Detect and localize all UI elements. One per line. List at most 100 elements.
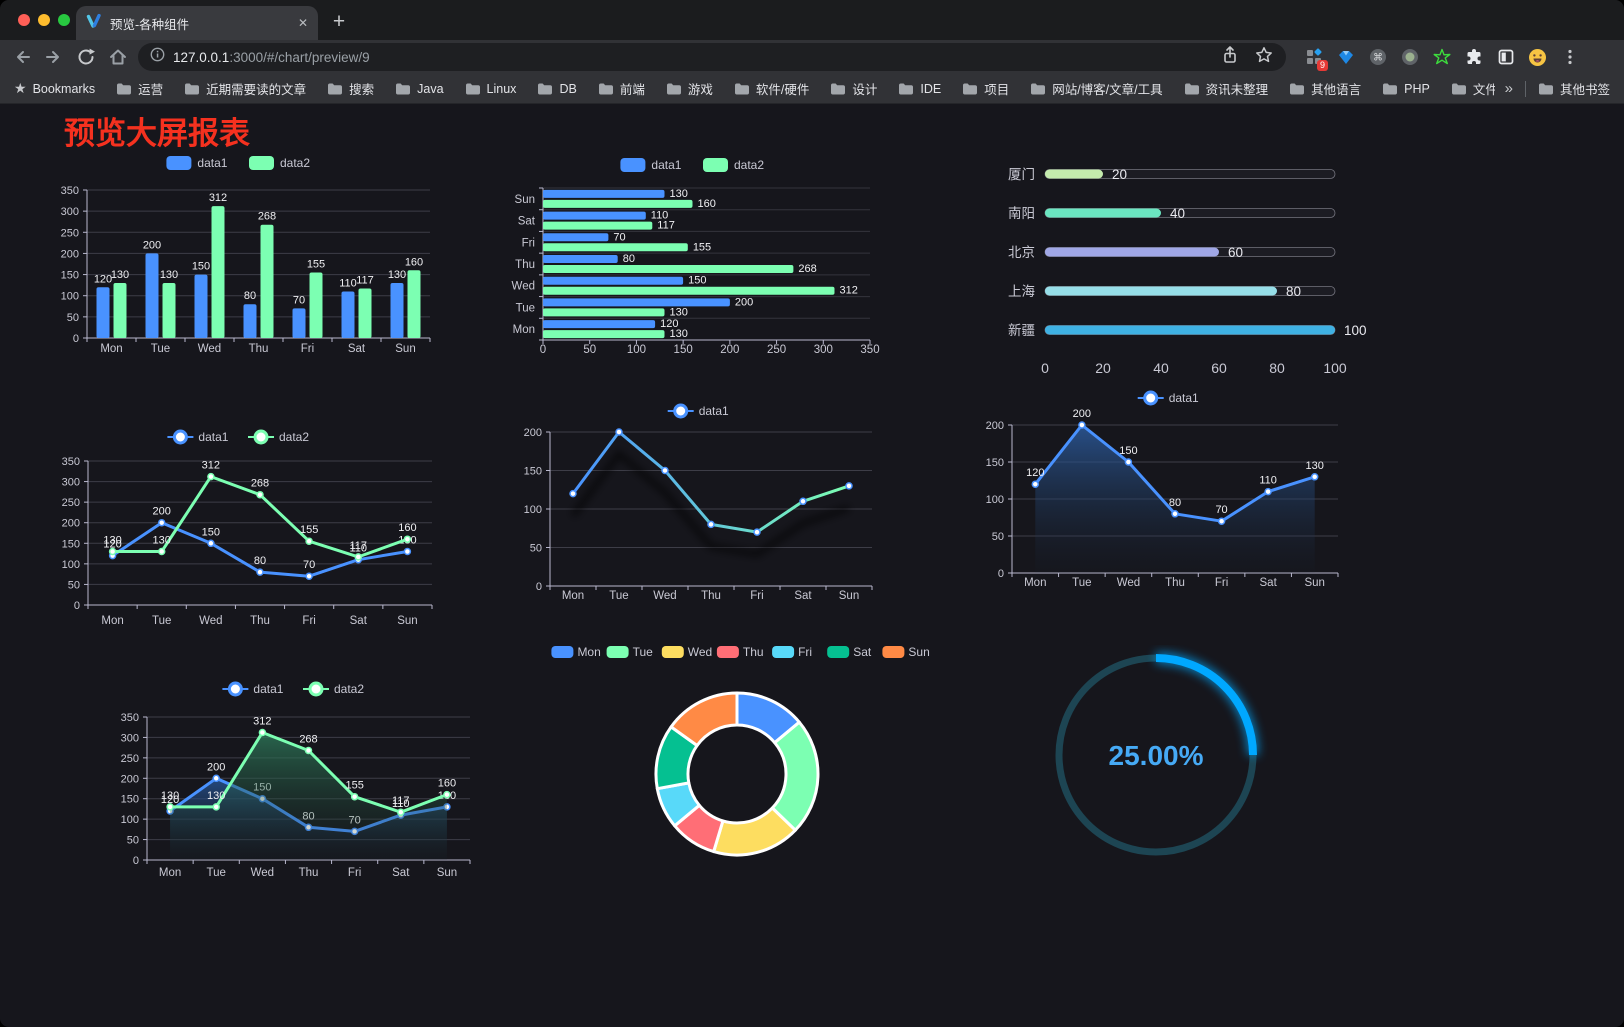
svg-text:60: 60 bbox=[1228, 245, 1243, 260]
gauge-chart[interactable]: 25.00% bbox=[1040, 645, 1280, 880]
svg-text:Tue: Tue bbox=[1072, 577, 1091, 589]
bookmark-folder[interactable]: Linux bbox=[465, 82, 516, 96]
svg-text:data1: data1 bbox=[197, 156, 227, 170]
bookmarks-star-item[interactable]: ★ Bookmarks bbox=[14, 80, 95, 97]
browser-tab[interactable]: 预览-各种组件 ✕ bbox=[76, 6, 318, 40]
bookmark-folder[interactable]: 前端 bbox=[598, 79, 645, 98]
svg-text:250: 250 bbox=[61, 227, 79, 239]
folder-icon bbox=[666, 83, 681, 94]
emoji-extension-icon[interactable] bbox=[1528, 48, 1547, 67]
bookmark-folder[interactable]: 项目 bbox=[962, 79, 1009, 98]
svg-text:0: 0 bbox=[536, 581, 542, 593]
svg-text:80: 80 bbox=[1286, 284, 1301, 299]
svg-text:130: 130 bbox=[1306, 460, 1324, 472]
svg-text:110: 110 bbox=[651, 210, 669, 222]
bookmark-folder[interactable]: 文件服务器 bbox=[1451, 79, 1495, 98]
site-info-icon[interactable] bbox=[150, 47, 165, 67]
svg-text:100: 100 bbox=[121, 814, 139, 826]
url-path: :3000/#/chart/preview/9 bbox=[229, 49, 370, 65]
extension-command-icon[interactable]: ⌘ bbox=[1368, 48, 1387, 67]
svg-text:70: 70 bbox=[293, 294, 305, 306]
folder-icon bbox=[328, 83, 343, 94]
folder-icon bbox=[396, 83, 411, 94]
bookmarks-overflow-chevron[interactable]: » bbox=[1504, 80, 1513, 97]
bookmark-folder[interactable]: 网站/博客/文章/工具 bbox=[1030, 79, 1163, 98]
bookmark-folder[interactable]: DB bbox=[537, 82, 577, 96]
back-button[interactable] bbox=[6, 43, 38, 71]
menu-icon[interactable] bbox=[1560, 48, 1579, 67]
svg-text:Sat: Sat bbox=[518, 216, 536, 228]
bookmark-folder[interactable]: Java bbox=[395, 82, 444, 96]
donut-chart[interactable]: Mon Tue Wed Thu Fri Sat Sun bbox=[545, 636, 935, 886]
svg-text:data1: data1 bbox=[651, 158, 681, 172]
svg-text:350: 350 bbox=[62, 456, 80, 468]
extensions-puzzle-icon[interactable] bbox=[1464, 48, 1483, 67]
svg-text:155: 155 bbox=[307, 258, 325, 270]
fullscreen-window-button[interactable] bbox=[58, 14, 70, 26]
svg-text:150: 150 bbox=[192, 261, 210, 273]
svg-text:0: 0 bbox=[1041, 360, 1049, 376]
home-button[interactable] bbox=[102, 43, 134, 71]
folder-icon bbox=[1538, 83, 1553, 94]
bookmark-folder[interactable]: 其他语言 bbox=[1289, 79, 1361, 98]
svg-text:120: 120 bbox=[660, 318, 678, 330]
svg-text:Fri: Fri bbox=[301, 343, 314, 355]
bookmark-label: 资讯未整理 bbox=[1205, 83, 1269, 97]
svg-text:Fri: Fri bbox=[1215, 577, 1228, 589]
svg-text:150: 150 bbox=[986, 457, 1004, 469]
url-bar[interactable]: 127.0.0.1 :3000/#/chart/preview/9 bbox=[138, 43, 1286, 71]
close-window-button[interactable] bbox=[18, 14, 30, 26]
svg-text:Mon: Mon bbox=[159, 867, 181, 879]
extension-recorder-icon[interactable] bbox=[1400, 48, 1419, 67]
forward-button[interactable] bbox=[38, 43, 70, 71]
new-tab-button[interactable]: + bbox=[332, 10, 346, 33]
tab-close-icon[interactable]: ✕ bbox=[297, 16, 308, 30]
bookmark-folder[interactable]: IDE bbox=[898, 82, 941, 96]
reload-button[interactable] bbox=[70, 43, 102, 71]
svg-text:20: 20 bbox=[1112, 167, 1127, 182]
svg-text:120: 120 bbox=[103, 539, 121, 551]
two-series-line-chart[interactable]: data1 data2 0 50 100 150 200 250 300 350 Mon Tue Wed… bbox=[40, 420, 440, 635]
bookmark-folder[interactable]: 搜索 bbox=[327, 79, 374, 98]
bookmark-folder[interactable]: 设计 bbox=[830, 79, 877, 98]
grouped-bar-chart[interactable]: data1 data2 0 50 100 150 200 250 300 350 Mon Tue Wed… bbox=[40, 148, 440, 363]
bookmark-folder[interactable]: 软件/硬件 bbox=[734, 79, 809, 98]
svg-text:Fri: Fri bbox=[750, 590, 763, 602]
bookmark-label: 文件服务器 bbox=[1472, 83, 1495, 97]
svg-text:Tue: Tue bbox=[152, 615, 171, 627]
extension-xdebug-star-icon[interactable] bbox=[1432, 48, 1451, 67]
bookmark-label: 其他语言 bbox=[1311, 83, 1362, 97]
svg-text:117: 117 bbox=[392, 795, 410, 807]
bookmark-folder[interactable]: PHP bbox=[1382, 82, 1430, 96]
folder-icon bbox=[831, 83, 846, 94]
svg-text:Fri: Fri bbox=[348, 867, 361, 879]
bookmark-label: IDE bbox=[920, 81, 942, 96]
bookmark-folder[interactable]: 运营 bbox=[116, 79, 163, 98]
bookmark-folder[interactable]: 资讯未整理 bbox=[1184, 79, 1269, 98]
area-line-chart[interactable]: data1 0 50 100 150 200 Mon Tue Wed Thu Fri Sat Sun 12… bbox=[960, 388, 1380, 596]
extension-gem-icon[interactable] bbox=[1336, 48, 1355, 67]
svg-text:北京: 北京 bbox=[1008, 245, 1035, 260]
split-view-icon[interactable] bbox=[1496, 48, 1515, 67]
two-series-area-chart[interactable]: data1 data2 0 50 100 150 200 250 300 350 Mon Tue Wed… bbox=[95, 670, 495, 886]
gradient-line-chart[interactable]: data1 0 50 100 150 200 Mon Tue Wed Thu Fri Sat Sun bbox=[500, 396, 900, 608]
horizontal-bar-chart[interactable]: data1 data2 0 50 100 150 200 250 300 350 Sun 130 160… bbox=[498, 150, 890, 362]
progress-bar-chart[interactable]: 厦门 20 南阳 40 北京 60 上海 80 新疆 100 0 20 40 60 80 100 bbox=[990, 152, 1370, 384]
svg-text:60: 60 bbox=[1211, 360, 1227, 376]
svg-text:Sat: Sat bbox=[348, 343, 366, 355]
svg-text:130: 130 bbox=[669, 306, 687, 318]
bookmark-star-icon[interactable] bbox=[1254, 45, 1274, 70]
extension-grid-icon[interactable]: 9 bbox=[1304, 48, 1328, 71]
other-bookmarks-folder[interactable]: 其他书签 bbox=[1538, 79, 1610, 98]
bookmarks-right: » 其他书签 bbox=[1505, 79, 1610, 98]
svg-text:250: 250 bbox=[767, 344, 786, 356]
bookmark-folder[interactable]: 游戏 bbox=[666, 79, 713, 98]
svg-text:100: 100 bbox=[61, 291, 79, 303]
svg-text:300: 300 bbox=[814, 344, 833, 356]
svg-text:160: 160 bbox=[405, 256, 423, 268]
share-icon[interactable] bbox=[1220, 45, 1240, 70]
svg-text:350: 350 bbox=[121, 712, 139, 724]
bookmark-folder[interactable]: 近期需要读的文章 bbox=[184, 79, 306, 98]
svg-text:100: 100 bbox=[62, 559, 80, 571]
minimize-window-button[interactable] bbox=[38, 14, 50, 26]
